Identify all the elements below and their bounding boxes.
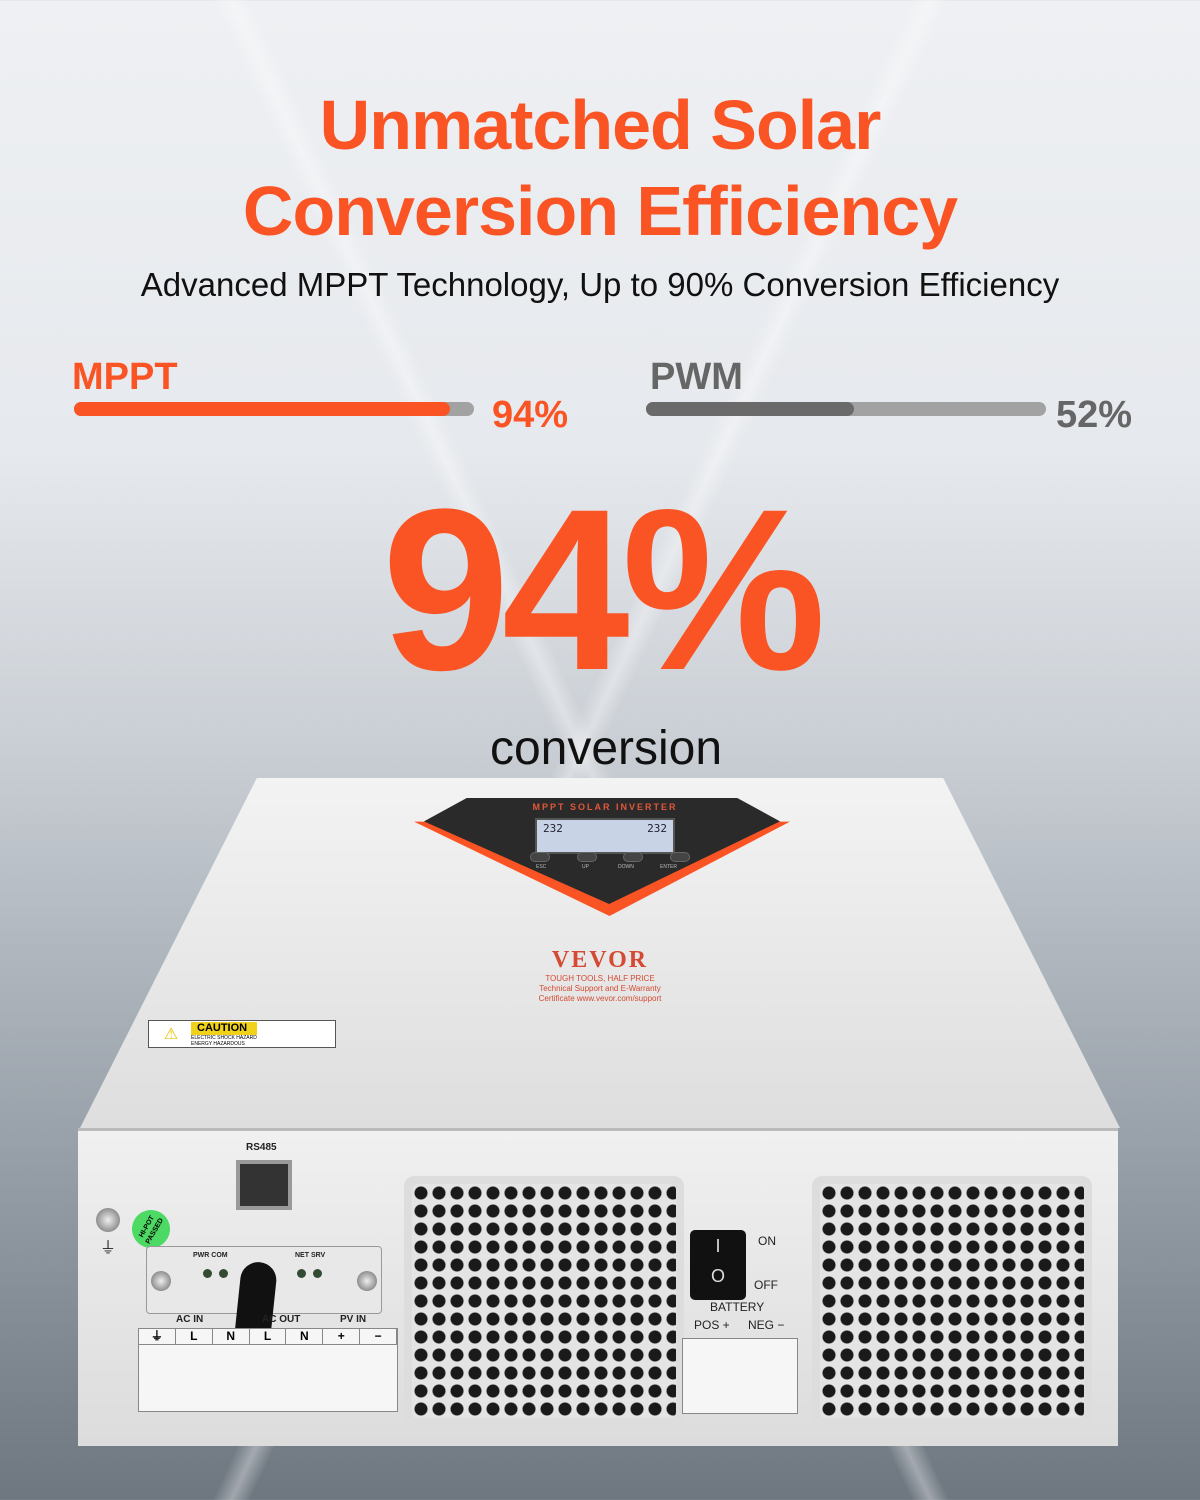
ac-in-label: AC IN <box>176 1314 204 1325</box>
rs485-port <box>236 1160 292 1210</box>
left-fan-grille <box>404 1176 684 1426</box>
right-fan-grille <box>812 1176 1092 1426</box>
power-switch: I O <box>690 1230 746 1300</box>
ground-icon: ⏚ <box>100 1240 117 1257</box>
switch-on-glyph: I <box>715 1236 721 1256</box>
pwm-metric: PWM 52% <box>644 356 1164 436</box>
battery-terminals <box>682 1338 798 1414</box>
enter-button <box>669 852 690 862</box>
lcd-right-value: 232 <box>647 822 667 835</box>
pv-in-label: PV IN <box>340 1314 367 1325</box>
led-srv <box>313 1269 322 1278</box>
screw-icon <box>357 1271 377 1291</box>
pwm-bar-track <box>646 402 1046 416</box>
brand-slogan: TOUGH TOOLS, HALF PRICE <box>545 974 655 983</box>
hero-value: 94% <box>381 461 826 718</box>
terminal-ac-out-l: L <box>250 1329 287 1344</box>
esc-button <box>530 852 550 862</box>
ground-screw-icon <box>96 1208 120 1232</box>
panel-title: MPPT SOLAR INVERTER <box>532 802 678 812</box>
grille-holes <box>820 1184 1084 1418</box>
lcd-display: 232 232 <box>535 818 675 854</box>
pwm-value: 52% <box>1056 394 1133 436</box>
caution-text-2: ENERGY HAZARDOUS <box>191 1040 245 1047</box>
up-label: UP <box>582 864 589 870</box>
switch-off-label: OFF <box>754 1278 778 1292</box>
vevor-logo: VEVOR <box>551 947 649 973</box>
down-button <box>623 852 644 862</box>
caution-text-1: ELECTRIC SHOCK HAZARD <box>191 1034 257 1041</box>
terminal-ac-in-l: L <box>176 1329 213 1344</box>
rs485-label: RS485 <box>246 1142 277 1153</box>
grille-holes <box>412 1184 676 1418</box>
battery-neg-label: NEG − <box>748 1318 785 1332</box>
mppt-value: 94% <box>492 394 569 436</box>
caution-title: CAUTION <box>191 1021 257 1035</box>
led-net <box>297 1269 306 1278</box>
terminal-block: ⏚ L N L N + − <box>138 1328 398 1412</box>
headline-line1: Unmatched Solar <box>319 86 882 164</box>
headline-line2: Conversion Efficiency <box>242 172 958 250</box>
lcd-left-value: 232 <box>543 822 563 835</box>
terminal-pv-neg: − <box>360 1329 398 1344</box>
down-label: DOWN <box>618 864 634 870</box>
esc-label: ESC <box>536 864 547 870</box>
enter-label: ENTER <box>660 864 677 870</box>
subtitle: Advanced MPPT Technology, Up to 90% Conv… <box>140 266 1060 303</box>
switch-off-glyph: O <box>710 1266 725 1286</box>
headline: Unmatched Solar Conversion Efficiency <box>0 82 1200 254</box>
terminal-pv-pos: + <box>323 1329 361 1344</box>
terminal-ground: ⏚ <box>139 1329 176 1344</box>
pwm-label: PWM <box>650 356 743 398</box>
warning-icon: ⚠ <box>163 1026 179 1043</box>
hero-caption: conversion <box>489 722 723 775</box>
led-label-left: PWR COM <box>193 1252 228 1259</box>
battery-pos-label: POS + <box>694 1318 730 1332</box>
brand-support-2: Certificate www.vevor.com/support <box>538 994 662 1003</box>
screw-icon <box>151 1271 171 1291</box>
terminal-ac-in-n: N <box>213 1329 250 1344</box>
mppt-label: MPPT <box>72 356 178 398</box>
brand-block: VEVOR TOUGH TOOLS, HALF PRICE Technical … <box>500 946 700 1004</box>
led-com <box>219 1269 228 1278</box>
battery-label: BATTERY <box>710 1300 765 1314</box>
caution-label: ⚠ CAUTION ELECTRIC SHOCK HAZARD ENERGY H… <box>148 1020 336 1048</box>
pwm-bar-fill <box>646 402 854 416</box>
ac-out-label: AC OUT <box>262 1314 301 1325</box>
up-button <box>576 852 597 862</box>
mppt-metric: MPPT 94% <box>72 356 592 436</box>
switch-on-label: ON <box>758 1234 776 1248</box>
led-pwr <box>203 1269 212 1278</box>
led-label-right: NET SRV <box>295 1252 326 1259</box>
mppt-bar-fill <box>74 402 450 416</box>
terminal-ac-out-n: N <box>286 1329 324 1344</box>
brand-support-1: Technical Support and E-Warranty <box>539 984 661 993</box>
panel-buttons <box>530 852 690 862</box>
mppt-bar-track <box>74 402 474 416</box>
